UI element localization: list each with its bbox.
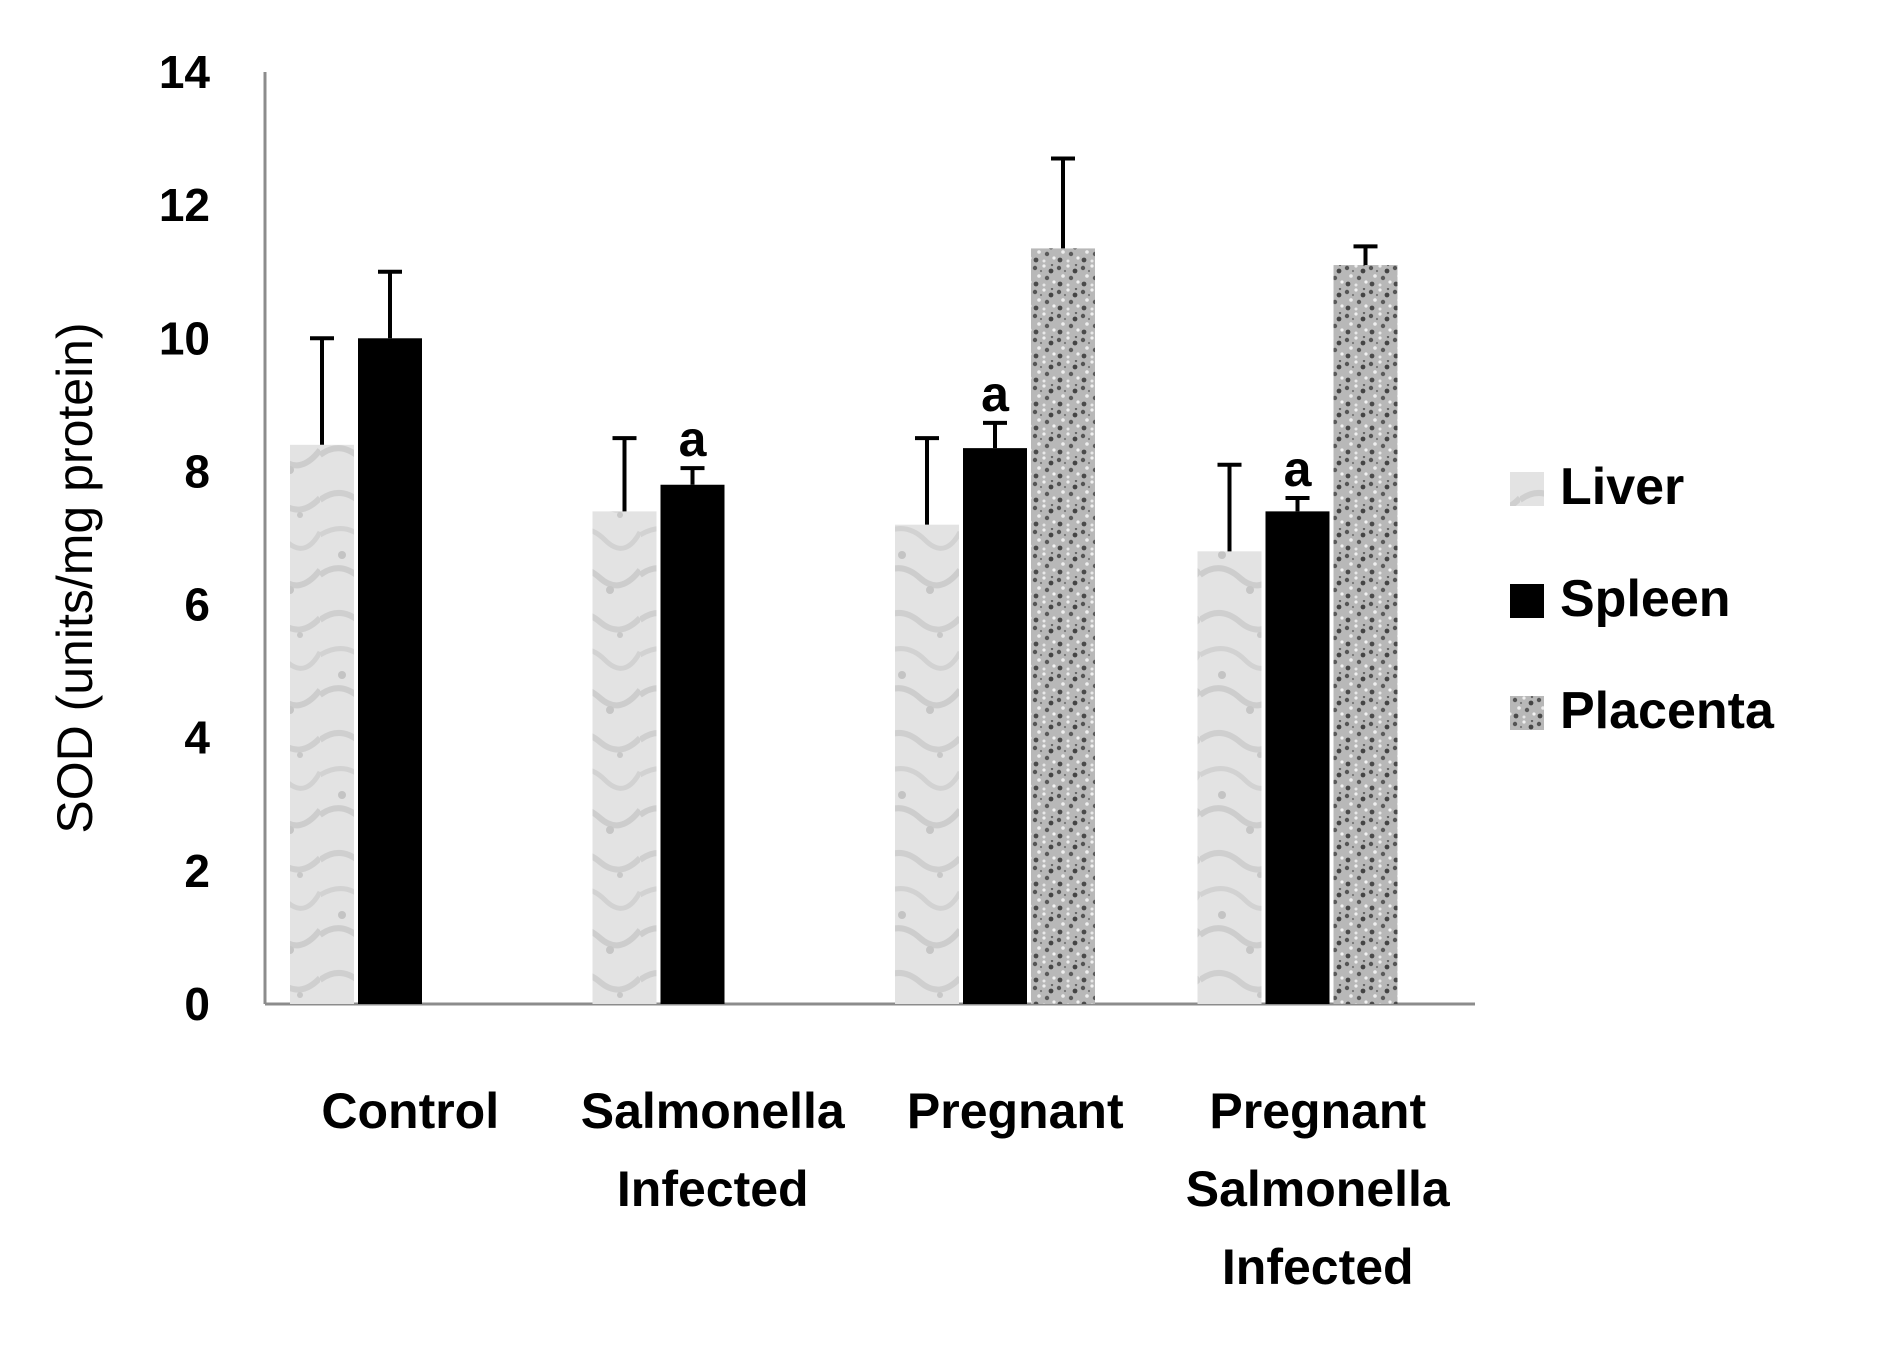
bar-spleen: [660, 484, 725, 1004]
error-bars: [310, 156, 1378, 552]
y-tick-label: 14: [159, 46, 211, 98]
y-tick-label: 12: [159, 179, 210, 231]
y-tick-label: 4: [184, 712, 210, 764]
y-tick-label: 8: [184, 445, 210, 497]
category-label: Pregnant: [1209, 1083, 1426, 1139]
bar-spleen: [358, 338, 422, 1004]
legend-swatch-placenta: [1510, 696, 1544, 730]
category-labels: Control Salmonella Infected Pregnant Pregnan…: [321, 1083, 1451, 1295]
bar-liver: [290, 444, 354, 1004]
y-tick-label: 6: [184, 579, 210, 631]
bar-placenta: [1333, 265, 1398, 1004]
legend-label-liver: Liver: [1560, 458, 1684, 516]
annotation-label: a: [679, 411, 708, 467]
bar-spleen: [963, 448, 1027, 1005]
bar-liver: [1197, 551, 1262, 1004]
y-tick-label: 0: [184, 978, 210, 1030]
legend-label-placenta: Placenta: [1560, 682, 1775, 740]
legend: Liver Spleen Placenta: [1510, 458, 1775, 740]
bar-spleen: [1265, 511, 1330, 1004]
bar-placenta: [1031, 248, 1095, 1004]
y-axis-label: SOD (units/mg protein): [47, 322, 103, 833]
category-label: Control: [321, 1083, 499, 1139]
bars: [290, 248, 1398, 1005]
significance-annotations: a a a: [679, 366, 1313, 497]
bar-liver: [895, 524, 959, 1004]
y-tick-labels: 0 2 4 6 8 10 12 14: [159, 46, 211, 1030]
category-label: Salmonella: [1186, 1161, 1451, 1217]
category-label: Infected: [1222, 1239, 1414, 1295]
category-label: Salmonella: [581, 1083, 846, 1139]
y-tick-label: 2: [184, 845, 210, 897]
legend-swatch-spleen: [1510, 584, 1544, 618]
legend-label-spleen: Spleen: [1560, 570, 1731, 628]
bar-liver: [592, 511, 657, 1004]
annotation-label: a: [981, 366, 1010, 422]
annotation-label: a: [1284, 441, 1313, 497]
legend-swatch-liver: [1510, 472, 1544, 506]
category-label: Pregnant: [907, 1083, 1124, 1139]
y-tick-label: 10: [159, 312, 210, 364]
category-label: Infected: [617, 1161, 809, 1217]
